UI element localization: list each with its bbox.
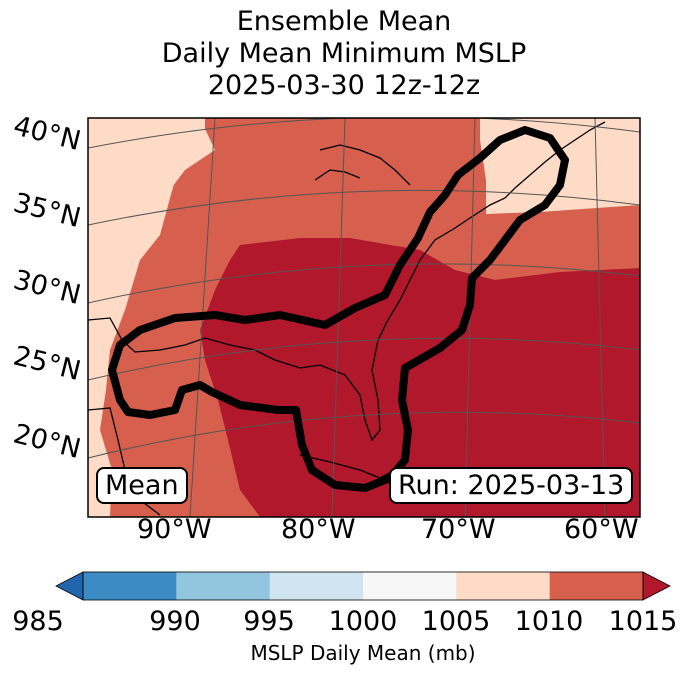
colorbar-frame [82, 571, 644, 601]
run-date-annotation: Run: 2025-03-13 [389, 467, 634, 504]
colorbar-under-arrow [55, 571, 84, 601]
colorbar-bin-990 [176, 572, 271, 600]
field-band-above-1015 [200, 238, 640, 517]
lon-label-60: 60°W [564, 514, 639, 545]
lat-line-30 [88, 263, 640, 304]
colorbar-over-arrow [642, 571, 671, 601]
lat-line-20 [88, 411, 640, 459]
title-line-2: Daily Mean Minimum MSLP [161, 38, 527, 69]
lon-label-70: 70°W [421, 514, 496, 545]
lat-line-35 [88, 189, 640, 226]
colorbar-tick-1005: 1005 [421, 606, 491, 637]
lon-label-80: 80°W [281, 514, 356, 545]
contour-line [108, 126, 569, 492]
lat-line-40 [88, 118, 640, 149]
colorbar-tick-1010: 1010 [514, 606, 584, 637]
lat-line-25 [88, 337, 640, 381]
graticule [88, 118, 640, 517]
colorbar-tick-1000: 1000 [328, 606, 398, 637]
colorbar-tick-995: 995 [243, 606, 295, 637]
colorbar-tick-990: 990 [149, 606, 201, 637]
colorbar-bin-1005 [456, 572, 551, 600]
colorbar-tick-985: 985 [12, 606, 64, 637]
colorbar-label: MSLP Daily Mean (mb) [250, 641, 476, 665]
lon-label-90: 90°W [137, 514, 212, 545]
lon-line-60 [594, 118, 606, 517]
coastline [88, 121, 606, 516]
title-line-3: 2025-03-30 12z-12z [207, 70, 481, 101]
colorbar-bin-985 [83, 572, 177, 600]
colorbar-bin-995 [269, 572, 364, 600]
field-band-upper-left [88, 118, 215, 400]
title-line-1: Ensemble Mean [236, 6, 452, 37]
colorbar-tick-1015: 1015 [608, 606, 678, 637]
colorbar [55, 571, 671, 601]
colorbar-bin-1000 [363, 572, 457, 600]
colorbar-bin-1010 [549, 572, 644, 600]
mean-annotation: Mean [96, 467, 188, 504]
map-area [88, 118, 640, 517]
map-frame [87, 117, 641, 518]
